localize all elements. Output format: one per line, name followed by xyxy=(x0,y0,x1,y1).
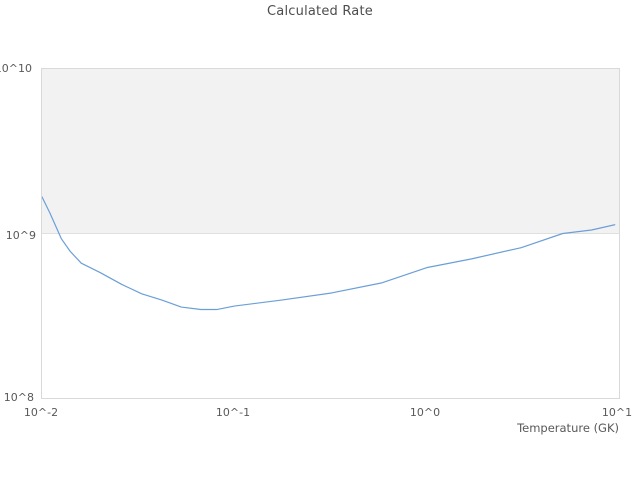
x-axis-title: Temperature (GK) xyxy=(517,421,619,435)
plot-area xyxy=(41,68,620,399)
y-tick-1e9: 10^9 xyxy=(5,229,36,242)
x-tick-1e0: 10^0 xyxy=(409,406,441,419)
calculated-rate-line xyxy=(42,196,616,311)
y-tick-1e8: 10^8 xyxy=(3,391,34,404)
x-tick-1e1: 10^1 xyxy=(601,406,633,419)
rate-line-plot xyxy=(42,69,619,311)
x-tick-1e-1: 10^-1 xyxy=(215,406,251,419)
y-tick-1e10: 10^10 xyxy=(0,62,32,75)
shaded-band xyxy=(42,69,619,234)
chart-title: Calculated Rate xyxy=(267,4,373,19)
x-tick-1e-2: 10^-2 xyxy=(23,406,59,419)
